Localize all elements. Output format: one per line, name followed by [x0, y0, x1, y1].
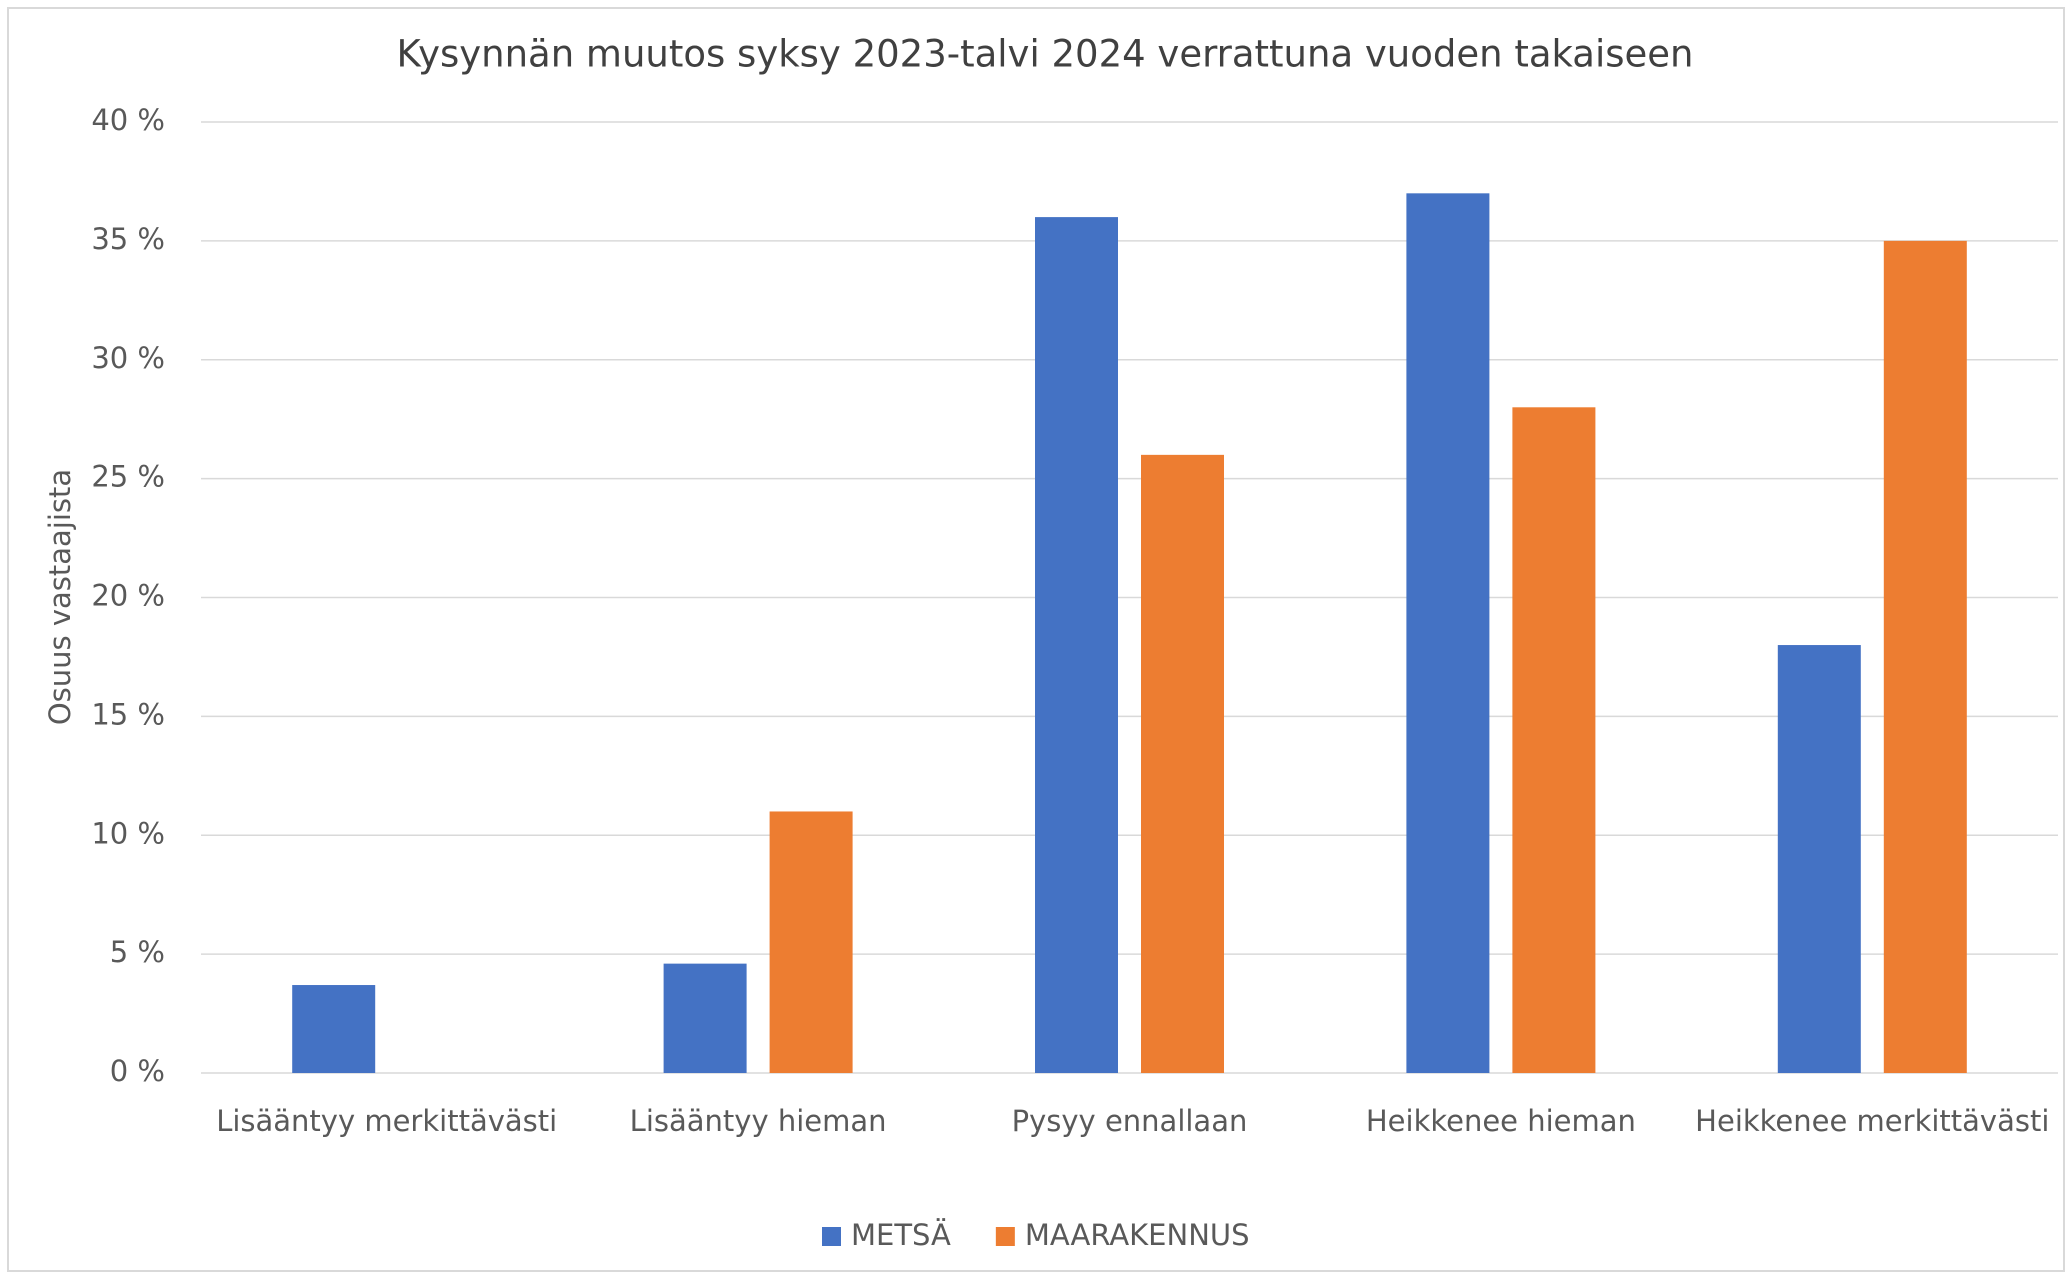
y-tick-label: 10 %	[91, 816, 165, 850]
x-tick-label: Lisääntyy merkittävästi	[216, 1104, 557, 1138]
y-tick-label: 40 %	[91, 103, 165, 137]
bar	[769, 811, 853, 1073]
bar	[1512, 407, 1596, 1073]
y-tick-label: 0 %	[110, 1054, 165, 1088]
y-axis-title: Osuus vastaajista	[43, 469, 77, 725]
chart-title: Kysynnän muutos syksy 2023-talvi 2024 ve…	[397, 33, 1694, 76]
bar	[1777, 645, 1861, 1073]
x-tick-label: Heikkenee hieman	[1366, 1104, 1636, 1138]
y-tick-label: 25 %	[91, 460, 165, 494]
legend-label: METSÄ	[851, 1218, 951, 1252]
y-tick-label: 5 %	[110, 935, 165, 969]
bar	[1035, 217, 1118, 1074]
x-tick-label: Lisääntyy hieman	[630, 1104, 887, 1138]
y-tick-label: 20 %	[91, 579, 165, 613]
legend-swatch	[822, 1227, 841, 1246]
bar	[1406, 193, 1490, 1073]
bar	[663, 963, 747, 1073]
y-tick-label: 15 %	[91, 697, 165, 731]
x-tick-label: Pysyy ennallaan	[1012, 1104, 1248, 1138]
legend-label: MAARAKENNUS	[1025, 1218, 1250, 1252]
bar	[1141, 454, 1224, 1074]
bar	[1883, 240, 1967, 1073]
y-tick-label: 35 %	[91, 222, 165, 256]
x-tick-label: Heikkenee merkittävästi	[1695, 1104, 2049, 1138]
y-tick-label: 30 %	[91, 341, 165, 375]
bar	[292, 985, 376, 1073]
legend-swatch	[995, 1227, 1015, 1246]
